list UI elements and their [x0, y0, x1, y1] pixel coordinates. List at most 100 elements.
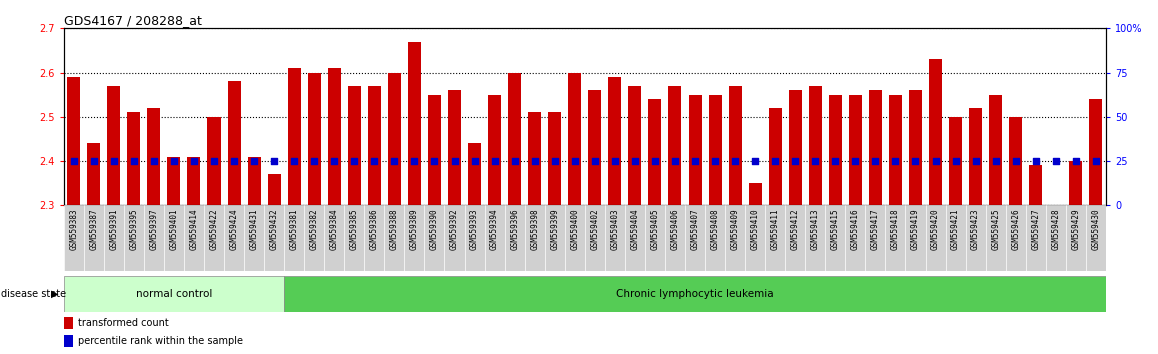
- Bar: [505, 205, 525, 271]
- Bar: [64, 317, 73, 329]
- Bar: [849, 95, 862, 205]
- Text: GSM559392: GSM559392: [450, 208, 459, 250]
- Bar: [108, 86, 120, 205]
- Point: [746, 158, 764, 164]
- Point: [907, 158, 925, 164]
- Point: [946, 158, 965, 164]
- Bar: [1009, 117, 1023, 205]
- Bar: [665, 205, 686, 271]
- Bar: [826, 205, 845, 271]
- Point: [466, 158, 484, 164]
- Bar: [184, 205, 204, 271]
- Bar: [845, 205, 865, 271]
- Bar: [709, 95, 721, 205]
- Bar: [989, 95, 1002, 205]
- Bar: [785, 205, 805, 271]
- Text: GSM559393: GSM559393: [470, 208, 479, 250]
- Bar: [64, 335, 73, 347]
- Bar: [544, 205, 565, 271]
- Bar: [585, 205, 604, 271]
- Bar: [468, 143, 481, 205]
- Text: GSM559422: GSM559422: [210, 208, 219, 250]
- Bar: [425, 205, 445, 271]
- Bar: [629, 86, 642, 205]
- Point: [705, 158, 725, 164]
- Bar: [969, 108, 982, 205]
- Text: GSM559381: GSM559381: [290, 208, 299, 250]
- Bar: [886, 205, 906, 271]
- Bar: [147, 108, 161, 205]
- Bar: [144, 205, 164, 271]
- Bar: [328, 68, 340, 205]
- Text: GSM559403: GSM559403: [610, 208, 620, 250]
- Point: [1047, 158, 1065, 164]
- Text: GSM559430: GSM559430: [1091, 208, 1100, 250]
- Bar: [445, 205, 464, 271]
- Point: [987, 158, 1005, 164]
- Bar: [347, 86, 361, 205]
- Text: GSM559419: GSM559419: [911, 208, 919, 250]
- Text: GSM559412: GSM559412: [791, 208, 800, 250]
- Bar: [946, 205, 966, 271]
- Text: GSM559425: GSM559425: [991, 208, 1001, 250]
- Text: GSM559404: GSM559404: [630, 208, 639, 250]
- Point: [386, 158, 404, 164]
- Point: [886, 158, 904, 164]
- Point: [285, 158, 303, 164]
- Bar: [464, 205, 484, 271]
- Point: [265, 158, 284, 164]
- Text: GSM559382: GSM559382: [309, 208, 318, 250]
- Bar: [588, 90, 601, 205]
- Text: GSM559402: GSM559402: [591, 208, 600, 250]
- Bar: [1069, 161, 1083, 205]
- Bar: [448, 90, 461, 205]
- Bar: [1026, 205, 1046, 271]
- Bar: [909, 90, 922, 205]
- Bar: [548, 113, 562, 205]
- Text: transformed count: transformed count: [78, 318, 169, 328]
- Point: [565, 158, 584, 164]
- Text: GSM559384: GSM559384: [330, 208, 339, 250]
- Bar: [287, 68, 301, 205]
- Bar: [645, 205, 665, 271]
- Point: [686, 158, 704, 164]
- Bar: [104, 205, 124, 271]
- Point: [325, 158, 344, 164]
- Text: GSM559423: GSM559423: [972, 208, 980, 250]
- Text: GSM559413: GSM559413: [811, 208, 820, 250]
- Bar: [1046, 205, 1065, 271]
- Bar: [308, 73, 321, 205]
- Text: GSM559408: GSM559408: [711, 208, 719, 250]
- Bar: [1029, 165, 1042, 205]
- Point: [305, 158, 323, 164]
- Point: [966, 158, 984, 164]
- Point: [1026, 158, 1045, 164]
- Bar: [83, 205, 104, 271]
- Text: GSM559394: GSM559394: [490, 208, 499, 250]
- Text: GSM559405: GSM559405: [651, 208, 659, 250]
- Bar: [608, 77, 622, 205]
- Point: [1006, 158, 1025, 164]
- Bar: [324, 205, 344, 271]
- Text: GSM559415: GSM559415: [830, 208, 840, 250]
- Bar: [705, 205, 725, 271]
- Point: [765, 158, 784, 164]
- Bar: [67, 77, 80, 205]
- Text: GSM559406: GSM559406: [670, 208, 680, 250]
- Bar: [604, 205, 625, 271]
- Text: GSM559388: GSM559388: [390, 208, 398, 250]
- Bar: [267, 174, 280, 205]
- Bar: [789, 90, 801, 205]
- Point: [485, 158, 504, 164]
- Text: normal control: normal control: [135, 289, 212, 299]
- Bar: [368, 86, 381, 205]
- Bar: [264, 205, 284, 271]
- Point: [726, 158, 745, 164]
- Point: [1086, 158, 1105, 164]
- Bar: [805, 205, 826, 271]
- Bar: [686, 205, 705, 271]
- Point: [545, 158, 564, 164]
- Bar: [207, 117, 220, 205]
- Bar: [384, 205, 404, 271]
- Point: [125, 158, 144, 164]
